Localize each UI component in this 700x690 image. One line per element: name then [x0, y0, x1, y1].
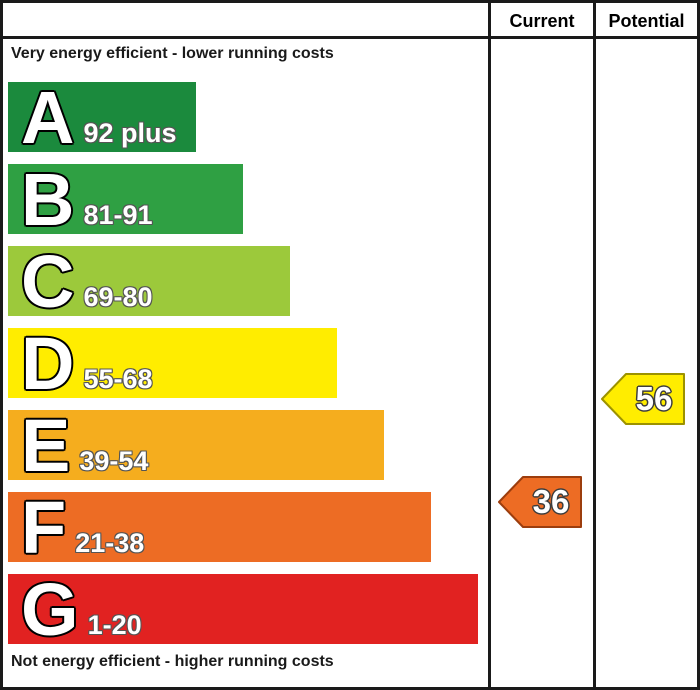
band-d-range: 55-68: [83, 364, 153, 394]
band-e: E 39-54: [8, 404, 384, 487]
band-g-letter: G: [21, 568, 79, 651]
column-divider-current: [488, 3, 491, 687]
left-arrow-icon: [601, 373, 685, 425]
band-a-range: 92 plus: [83, 118, 177, 148]
potential-rating-value: 56: [635, 380, 673, 417]
potential-rating-arrow: 56: [600, 371, 686, 427]
left-arrow-icon: [498, 476, 582, 528]
band-a: A 92 plus: [8, 76, 196, 159]
band-d: D 55-68: [8, 322, 337, 405]
potential-arrow-shape: [601, 373, 685, 425]
band-f-range: 21-38: [75, 528, 145, 558]
band-e-letter: E: [21, 404, 71, 487]
column-divider-potential: [593, 3, 596, 687]
band-d-letter: D: [21, 322, 75, 405]
bottom-caption: Not energy efficient - higher running co…: [11, 653, 334, 670]
current-arrow-shape: [498, 476, 582, 528]
band-b-range: 81-91: [83, 200, 153, 230]
current-column-header: Current: [509, 11, 575, 31]
current-rating-value: 36: [532, 483, 570, 520]
band-g-range: 1-20: [87, 610, 142, 640]
header-divider-line: [3, 36, 697, 39]
band-c: C 69-80: [8, 240, 290, 323]
band-f-letter: F: [21, 486, 67, 569]
band-c-range: 69-80: [83, 282, 153, 312]
band-b: B 81-91: [8, 158, 243, 241]
band-e-range: 39-54: [79, 446, 149, 476]
band-a-letter: A: [21, 76, 75, 159]
top-caption: Very energy efficient - lower running co…: [11, 45, 334, 62]
band-c-letter: C: [21, 240, 75, 323]
band-b-letter: B: [21, 158, 75, 241]
current-rating-arrow: 36: [497, 474, 583, 530]
band-f: F 21-38: [8, 486, 431, 569]
band-g: G 1-20: [8, 568, 478, 651]
potential-column-header: Potential: [608, 11, 685, 31]
